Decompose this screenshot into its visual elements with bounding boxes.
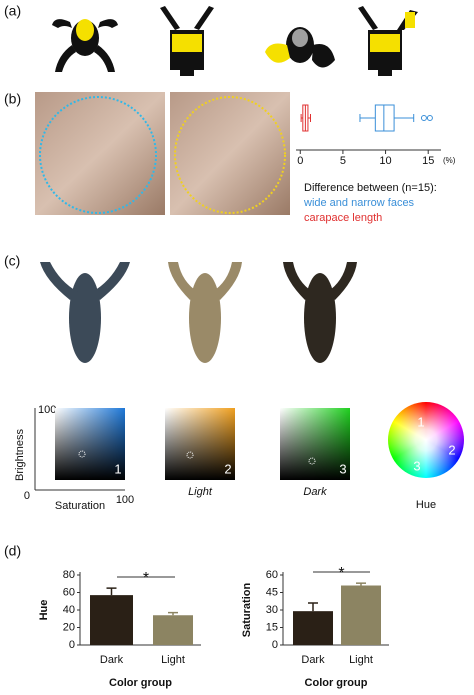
face-outline bbox=[39, 96, 157, 214]
y-axis-label: Saturation bbox=[241, 583, 253, 638]
x-tick-label: 15 bbox=[422, 155, 434, 167]
square-number: 1 bbox=[114, 461, 121, 476]
bar bbox=[293, 611, 333, 645]
crayfish-drawing bbox=[52, 19, 118, 72]
outlier bbox=[420, 115, 427, 121]
box bbox=[374, 104, 395, 132]
crayfish-photo bbox=[283, 262, 357, 363]
y-tick-label: 45 bbox=[266, 586, 278, 598]
x-tick-label: Dark bbox=[100, 654, 124, 666]
bar bbox=[341, 585, 381, 645]
square-label: Dark bbox=[303, 486, 327, 498]
y-axis-label: Hue bbox=[38, 600, 50, 621]
photo bbox=[35, 92, 165, 215]
crayfish-drawing bbox=[160, 6, 214, 76]
square-number: 3 bbox=[339, 461, 346, 476]
marker bbox=[186, 451, 194, 459]
color-square bbox=[280, 408, 350, 480]
legend-title: Difference between (n=15): bbox=[304, 182, 437, 194]
panel-label: (a) bbox=[4, 3, 21, 19]
x-axis-label: (%) bbox=[443, 156, 456, 165]
bar bbox=[90, 595, 133, 645]
panel-label: (c) bbox=[4, 253, 20, 269]
crayfish-drawing bbox=[358, 6, 418, 76]
crayfish-photo bbox=[168, 262, 242, 363]
square-label: Light bbox=[188, 486, 213, 498]
axis-label: 100 bbox=[116, 494, 134, 506]
x-tick-label: 5 bbox=[340, 155, 346, 167]
x-axis-label: Color group bbox=[305, 677, 368, 689]
outlier bbox=[426, 115, 433, 121]
photo bbox=[170, 92, 290, 215]
axis-label: 100 bbox=[38, 404, 56, 416]
legend-entry: wide and narrow faces bbox=[303, 197, 415, 209]
y-tick-label: 30 bbox=[266, 604, 278, 616]
x-axis-label: Color group bbox=[109, 677, 172, 689]
y-tick-label: 0 bbox=[272, 639, 278, 651]
color-square bbox=[165, 408, 235, 480]
marker bbox=[308, 457, 316, 465]
x-tick-label: Light bbox=[349, 654, 373, 666]
axis-label: Brightness bbox=[14, 429, 26, 481]
face-outline bbox=[174, 96, 286, 214]
y-tick-label: 60 bbox=[63, 586, 75, 598]
y-tick-label: 40 bbox=[63, 604, 75, 616]
x-tick-label: 0 bbox=[297, 155, 303, 167]
y-tick-label: 20 bbox=[63, 621, 75, 633]
y-tick-label: 80 bbox=[63, 569, 75, 581]
wheel-number: 2 bbox=[448, 442, 455, 457]
panel-label: (b) bbox=[4, 91, 21, 107]
y-tick-label: 0 bbox=[69, 639, 75, 651]
marker bbox=[78, 450, 86, 458]
axis-label: 0 bbox=[24, 490, 30, 502]
wheel-number: 3 bbox=[413, 458, 420, 473]
bar bbox=[153, 615, 193, 645]
color-square bbox=[55, 408, 125, 480]
wheel-number: 1 bbox=[417, 414, 424, 429]
y-tick-label: 15 bbox=[266, 621, 278, 633]
x-tick-label: Dark bbox=[301, 654, 325, 666]
hue-wheel bbox=[388, 402, 464, 478]
square-number: 2 bbox=[224, 461, 231, 476]
x-tick-label: Light bbox=[161, 654, 185, 666]
wheel-label: Hue bbox=[416, 499, 436, 511]
panel-label: (d) bbox=[4, 543, 21, 559]
x-tick-label: 10 bbox=[379, 155, 391, 167]
crayfish-photo bbox=[40, 262, 130, 363]
significance-mark: * bbox=[338, 565, 344, 582]
significance-mark: * bbox=[143, 570, 149, 587]
crayfish-drawing bbox=[265, 27, 335, 68]
y-tick-label: 60 bbox=[266, 569, 278, 581]
axis-label: Saturation bbox=[55, 500, 105, 512]
legend-entry: carapace length bbox=[304, 212, 382, 224]
